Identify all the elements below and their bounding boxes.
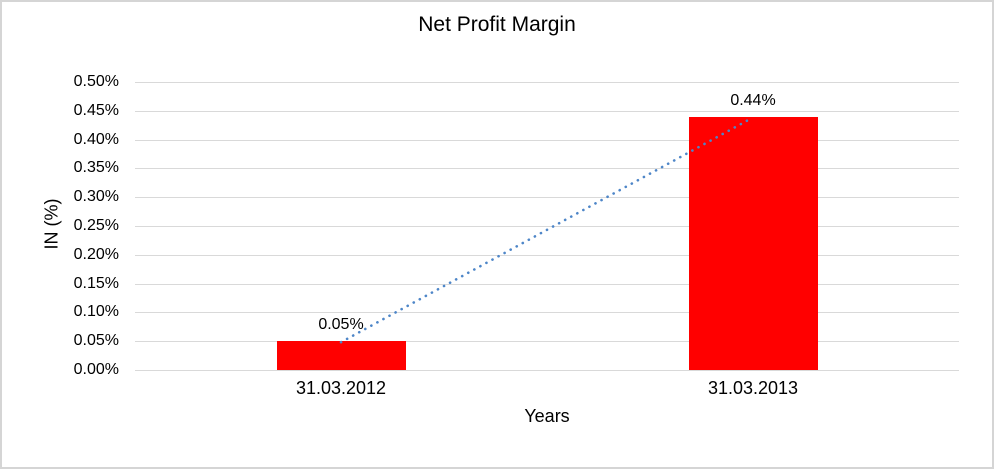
data-label: 0.05% bbox=[318, 316, 364, 334]
y-tick-label: 0.05% bbox=[73, 332, 119, 350]
gridline bbox=[135, 283, 959, 285]
gridline bbox=[135, 110, 959, 112]
data-label: 0.44% bbox=[730, 91, 776, 109]
y-tick-label: 0.40% bbox=[73, 130, 119, 148]
gridline bbox=[135, 82, 959, 83]
bar bbox=[688, 116, 818, 370]
x-axis-title: Years bbox=[524, 406, 570, 426]
gridline bbox=[135, 341, 959, 343]
gridline bbox=[135, 312, 959, 314]
bar bbox=[276, 341, 406, 370]
x-tick-label: 31.03.2012 bbox=[295, 378, 387, 398]
y-tick-label: 0.15% bbox=[73, 274, 119, 292]
gridline bbox=[135, 254, 959, 256]
y-tick-label: 0.45% bbox=[73, 101, 119, 119]
gridline bbox=[135, 168, 959, 170]
y-tick-label: 0.20% bbox=[73, 245, 119, 263]
gridline bbox=[135, 197, 959, 199]
plot-area bbox=[135, 82, 959, 371]
gridline bbox=[135, 226, 959, 227]
gridline bbox=[135, 370, 959, 371]
y-tick-label: 0.10% bbox=[73, 303, 119, 321]
gridline bbox=[135, 139, 959, 141]
y-tick-label: 0.30% bbox=[73, 188, 119, 206]
y-tick-label: 0.35% bbox=[73, 159, 119, 177]
y-tick-label: 0.00% bbox=[73, 361, 119, 378]
y-tick-label: 0.25% bbox=[73, 217, 119, 234]
y-tick-label: 0.50% bbox=[73, 73, 119, 90]
chart-title: Net Profit Margin bbox=[418, 13, 576, 36]
x-tick-label: 31.03.2013 bbox=[707, 378, 799, 398]
